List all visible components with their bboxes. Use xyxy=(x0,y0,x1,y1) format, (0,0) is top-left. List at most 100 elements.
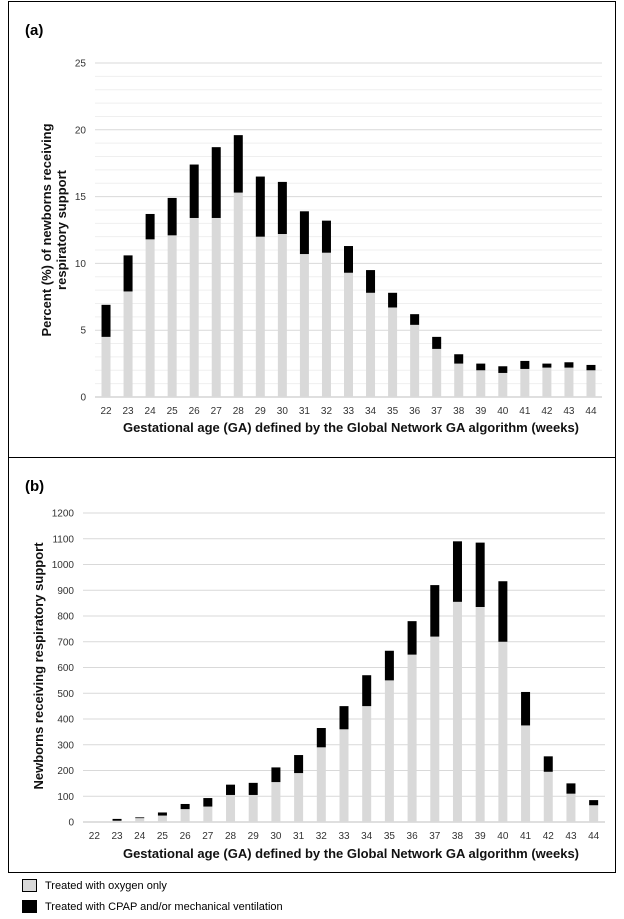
bar-oxygen-39 xyxy=(476,370,486,397)
y-tick-label: 400 xyxy=(57,715,74,726)
bar-oxygen-24 xyxy=(135,818,145,822)
bar-cpap-37 xyxy=(432,336,442,349)
bar-oxygen-22 xyxy=(101,336,111,397)
x-tick-label: 26 xyxy=(180,831,192,842)
bar-cpap-41 xyxy=(521,691,531,726)
x-tick-label: 33 xyxy=(338,831,350,842)
bar-cpap-30 xyxy=(271,767,281,783)
y-tick-label: 0 xyxy=(68,818,74,829)
bar-cpap-43 xyxy=(564,362,574,368)
bar-oxygen-28 xyxy=(233,192,243,397)
bar-cpap-25 xyxy=(157,812,167,816)
bar-oxygen-37 xyxy=(430,636,440,822)
x-tick-label: 37 xyxy=(431,406,443,417)
bar-cpap-44 xyxy=(589,800,599,806)
bar-cpap-28 xyxy=(226,784,236,795)
x-tick-label: 43 xyxy=(565,831,577,842)
x-tick-label: 32 xyxy=(321,406,333,417)
x-tick-label: 24 xyxy=(134,831,146,842)
bar-oxygen-31 xyxy=(294,773,304,822)
chart-b-svg: Gestational age (GA) defined by the Glob… xyxy=(31,509,605,861)
bar-cpap-23 xyxy=(123,255,133,292)
x-tick-label: 44 xyxy=(585,406,597,417)
bar-oxygen-36 xyxy=(410,324,420,397)
bar-oxygen-25 xyxy=(167,235,177,397)
bar-cpap-27 xyxy=(211,147,221,218)
y-tick-label: 800 xyxy=(57,612,74,623)
y-axis-title: Newborns receiving respiratory support xyxy=(31,542,46,790)
x-tick-label: 31 xyxy=(293,831,305,842)
bar-oxygen-35 xyxy=(384,680,394,822)
x-tick-label: 39 xyxy=(475,831,487,842)
bar-oxygen-41 xyxy=(520,368,530,397)
x-tick-label: 31 xyxy=(299,406,311,417)
x-tick-label: 39 xyxy=(475,406,487,417)
x-tick-label: 42 xyxy=(541,406,553,417)
bar-cpap-42 xyxy=(543,756,553,772)
bar-oxygen-29 xyxy=(248,794,258,822)
y-tick-label: 1200 xyxy=(52,509,75,520)
x-tick-label: 41 xyxy=(519,406,531,417)
bar-oxygen-40 xyxy=(498,372,508,397)
bar-cpap-44 xyxy=(586,364,596,371)
panel-label-b: (b) xyxy=(25,478,45,495)
x-tick-label: 38 xyxy=(452,831,464,842)
x-tick-label: 44 xyxy=(588,831,600,842)
bar-cpap-24 xyxy=(135,817,145,819)
panel-label-a: (a) xyxy=(25,22,44,39)
bar-oxygen-40 xyxy=(498,641,508,822)
bar-cpap-31 xyxy=(294,755,304,774)
bar-oxygen-39 xyxy=(475,606,485,822)
bar-oxygen-43 xyxy=(566,793,576,822)
bar-oxygen-38 xyxy=(454,363,464,397)
x-tick-label: 22 xyxy=(100,406,112,417)
bar-oxygen-30 xyxy=(271,782,281,822)
y-tick-label: 0 xyxy=(80,393,86,404)
bar-cpap-28 xyxy=(233,135,243,193)
bar-oxygen-27 xyxy=(203,806,213,822)
bar-cpap-32 xyxy=(321,220,331,253)
y-tick-label: 20 xyxy=(75,125,87,136)
bar-oxygen-29 xyxy=(255,236,265,397)
bar-cpap-36 xyxy=(407,621,417,655)
x-tick-label: 30 xyxy=(270,831,282,842)
x-tick-label: 22 xyxy=(89,831,101,842)
legend: Treated with oxygen only Treated with CP… xyxy=(22,879,582,917)
bar-cpap-39 xyxy=(475,542,485,607)
y-tick-label: 10 xyxy=(75,259,87,270)
x-tick-label: 23 xyxy=(111,831,123,842)
bar-oxygen-35 xyxy=(388,307,398,397)
y-tick-label: 5 xyxy=(80,326,86,337)
y-tick-label: 1100 xyxy=(52,534,74,545)
x-tick-label: 30 xyxy=(277,406,289,417)
x-tick-label: 42 xyxy=(543,831,555,842)
bar-oxygen-38 xyxy=(452,601,462,822)
bar-cpap-36 xyxy=(410,314,420,325)
y-tick-label: 900 xyxy=(57,586,74,597)
bar-oxygen-23 xyxy=(123,291,133,397)
legend-item-oxygen: Treated with oxygen only xyxy=(22,879,167,892)
bar-cpap-22 xyxy=(101,304,111,337)
bar-oxygen-43 xyxy=(564,367,574,397)
bar-oxygen-44 xyxy=(589,805,599,822)
y-axis-title-line: respiratory support xyxy=(54,169,69,290)
bar-oxygen-42 xyxy=(542,367,552,397)
y-tick-label: 600 xyxy=(57,663,74,674)
legend-label-oxygen: Treated with oxygen only xyxy=(45,879,167,892)
legend-item-cpap: Treated with CPAP and/or mechanical vent… xyxy=(22,900,283,913)
legend-swatch-cpap xyxy=(22,900,37,913)
chart-panel-a: (a) Gestational age (GA) defined by the … xyxy=(8,1,616,458)
bar-cpap-41 xyxy=(520,360,530,369)
bar-cpap-27 xyxy=(203,798,213,807)
bar-oxygen-34 xyxy=(366,292,376,397)
bar-cpap-23 xyxy=(112,818,122,821)
legend-swatch-oxygen xyxy=(22,879,37,892)
x-tick-label: 35 xyxy=(384,831,396,842)
x-tick-label: 25 xyxy=(167,406,179,417)
y-tick-label: 15 xyxy=(75,192,87,203)
y-tick-label: 200 xyxy=(57,766,74,777)
y-tick-label: 500 xyxy=(57,689,74,700)
x-tick-label: 34 xyxy=(365,406,377,417)
bar-cpap-33 xyxy=(339,706,349,730)
y-axis-title-a: Percent (%) of newborns receiving respira… xyxy=(39,123,69,336)
